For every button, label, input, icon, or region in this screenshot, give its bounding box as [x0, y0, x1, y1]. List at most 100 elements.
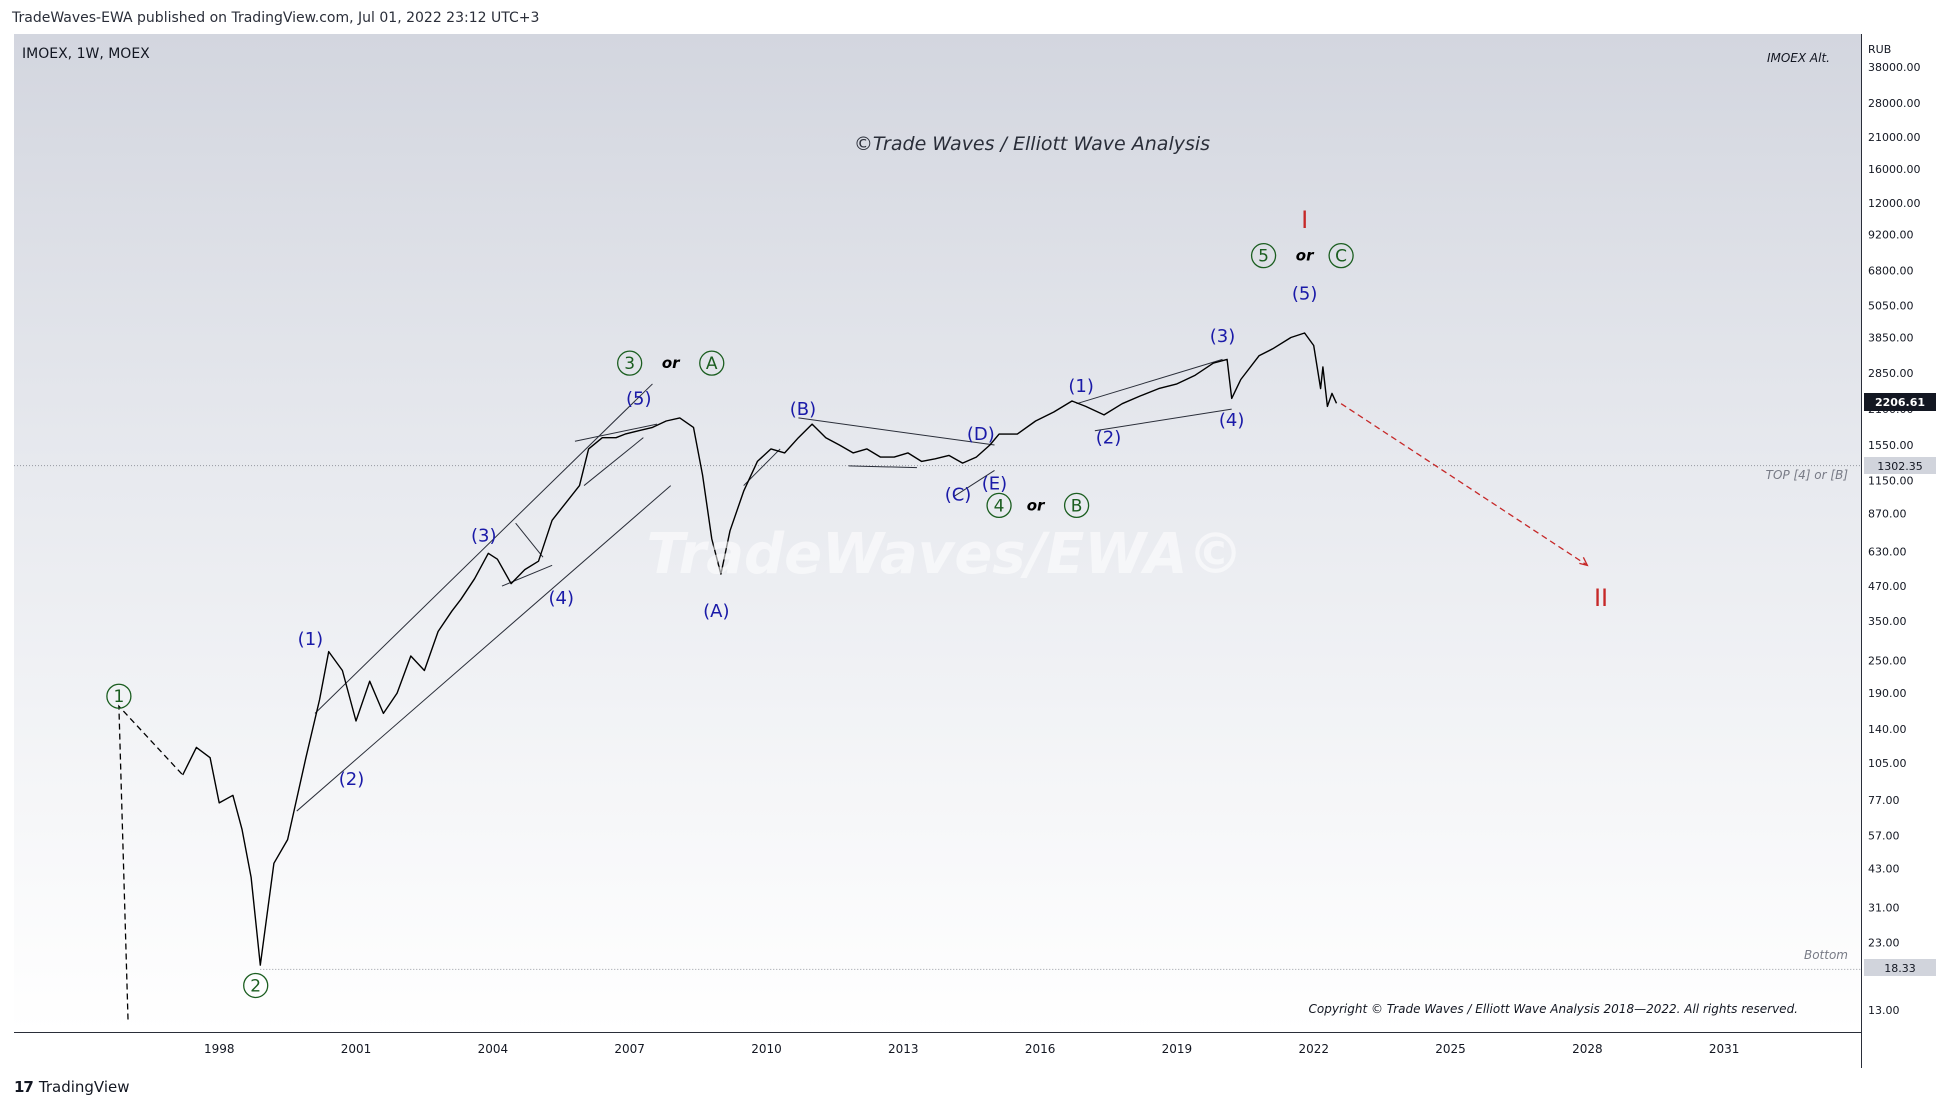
publisher-header: TradeWaves-EWA published on TradingView.…: [12, 10, 540, 26]
wave-label-or: or: [1027, 496, 1046, 514]
y-tick-label: 630.00: [1868, 545, 1907, 558]
wave-label-paren: (2): [1096, 428, 1122, 449]
channel-line-lower: [296, 485, 672, 812]
wave-label-paren: (3): [1210, 326, 1236, 347]
wave-label-roman: II: [1594, 584, 1608, 612]
wave-label-circled: 1: [113, 687, 124, 707]
wave-label-circled: 5: [1258, 247, 1269, 267]
wave-label-circled: C: [1335, 247, 1347, 267]
wave-label-or: or: [1296, 247, 1315, 265]
diagonal-line-lower: [1094, 408, 1232, 432]
wave-circle-marker: [1328, 242, 1354, 269]
x-tick-label: 2019: [1162, 1042, 1193, 1056]
y-tick-label: 5050.00: [1868, 299, 1914, 312]
y-tick-label: 105.00: [1868, 757, 1907, 770]
wave-label-circled: A: [706, 354, 718, 374]
x-tick-label: 1998: [204, 1042, 235, 1056]
channel-line-upper: [314, 383, 653, 714]
reference-line-label: TOP [4] or [B]: [1766, 468, 1849, 482]
reference-price-badge: [1864, 457, 1936, 474]
time-axis-separator: [14, 1032, 1861, 1033]
bottom-price-value: 18.33: [1884, 962, 1916, 975]
wave-label-paren: (5): [626, 388, 652, 409]
ending-diagonal-line-upper: [574, 423, 658, 442]
chart-area[interactable]: [14, 34, 1862, 1032]
wave-label-paren: (5): [1292, 283, 1318, 304]
x-tick-label: 2001: [341, 1042, 372, 1056]
currency-label: RUB: [1868, 43, 1891, 56]
wave-label-circled: 2: [250, 976, 261, 996]
wave-label-circled: 3: [624, 354, 635, 374]
y-tick-label: 13.00: [1868, 1004, 1900, 1017]
x-tick-label: 2031: [1709, 1042, 1740, 1056]
wave-2-projection-arrow: [1340, 403, 1588, 566]
x-tick-label: 2007: [614, 1042, 645, 1056]
y-tick-label: 12000.00: [1868, 197, 1921, 210]
last-price-badge: [1864, 393, 1936, 411]
wave-label-circled: 4: [994, 496, 1005, 516]
y-tick-label: 350.00: [1868, 615, 1907, 628]
wave-circle-marker: [243, 972, 269, 999]
wave-label-roman: I: [1301, 206, 1308, 234]
y-tick-label: 140.00: [1868, 723, 1907, 736]
x-tick-label: 2013: [888, 1042, 919, 1056]
y-tick-label: 9200.00: [1868, 229, 1914, 242]
symbol-title: IMOEX, 1W, MOEX: [22, 46, 150, 62]
copyright-note: Copyright © Trade Waves / Elliott Wave A…: [1309, 1002, 1798, 1016]
triangle-inner-line: [848, 465, 917, 469]
wave-label-paren: (4): [1219, 410, 1245, 431]
bottom-line-label: Bottom: [1804, 948, 1848, 962]
triangle-line-lower: [953, 470, 995, 498]
wave-circle-marker: [1063, 492, 1090, 519]
triangle-line-upper: [798, 417, 995, 446]
tradingview-footer[interactable]: 𝟭𝟳 TradingView: [14, 1078, 130, 1096]
wave-label-paren: (1): [1068, 376, 1094, 397]
wave-circle-marker: [699, 350, 725, 376]
y-tick-label: 3850.00: [1868, 332, 1914, 345]
x-tick-label: 2016: [1025, 1042, 1056, 1056]
y-tick-label: 190.00: [1868, 687, 1907, 700]
y-tick-label: 250.00: [1868, 655, 1907, 668]
y-tick-label: 16000.00: [1868, 163, 1921, 176]
wave-label-paren: (D): [967, 424, 995, 445]
y-tick-label: 31.00: [1868, 901, 1900, 914]
x-tick-label: 2028: [1572, 1042, 1603, 1056]
y-tick-label: 57.00: [1868, 829, 1900, 842]
wave-label-paren: (2): [339, 769, 365, 790]
reference-price-value: 1302.35: [1877, 460, 1923, 473]
wave-circle-marker: [106, 683, 132, 709]
triangle-4-line-upper: [515, 522, 544, 558]
tradingview-logo-icon: 𝟭𝟳: [14, 1078, 34, 1096]
wave-circle-marker: [986, 492, 1012, 519]
chart-watermark: ©Trade Waves / Elliott Wave Analysis: [854, 133, 1210, 155]
ending-diagonal-line-lower: [583, 437, 644, 486]
alt-label: IMOEX Alt.: [1767, 51, 1830, 65]
wave-label-paren: (B): [790, 399, 816, 420]
wave-label-or: or: [662, 354, 681, 372]
y-tick-label: 870.00: [1868, 507, 1907, 520]
projection-arrowhead: [1579, 557, 1589, 567]
wave-circle-marker: [1250, 242, 1277, 269]
wave-label-paren: (A): [703, 601, 729, 622]
y-tick-label: 1150.00: [1868, 474, 1914, 487]
y-tick-label: 470.00: [1868, 580, 1907, 593]
wave-label-paren: (1): [298, 629, 324, 650]
wave-1-projection-line: [118, 704, 184, 1020]
y-tick-label: 6800.00: [1868, 264, 1914, 277]
y-tick-label: 23.00: [1868, 937, 1900, 950]
wave-circle-marker: [617, 350, 643, 376]
last-price-value: 2206.61: [1875, 396, 1925, 409]
y-tick-label: 21000.00: [1868, 131, 1921, 144]
bottom-price-badge: [1864, 959, 1936, 976]
y-tick-label: 38000.00: [1868, 61, 1921, 74]
price-axis-separator: [1861, 34, 1862, 1068]
wave-label-paren: (C): [945, 484, 972, 505]
x-tick-label: 2025: [1435, 1042, 1466, 1056]
wave-label-paren: (4): [549, 588, 575, 609]
y-tick-label: 1550.00: [1868, 439, 1914, 452]
y-tick-label: 77.00: [1868, 794, 1900, 807]
y-tick-label: 2850.00: [1868, 367, 1914, 380]
y-tick-label: 43.00: [1868, 863, 1900, 876]
diagonal-line-upper: [1076, 358, 1223, 405]
